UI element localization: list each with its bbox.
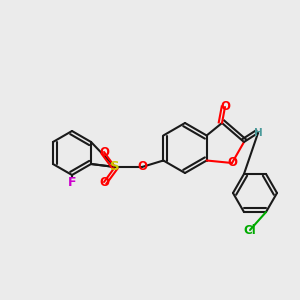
Text: Cl: Cl (244, 224, 256, 236)
Text: F: F (68, 176, 76, 190)
Text: O: O (220, 100, 230, 113)
Text: O: O (99, 146, 109, 158)
Text: O: O (137, 160, 147, 173)
Text: S: S (110, 160, 120, 173)
Text: H: H (254, 128, 262, 138)
Text: O: O (227, 157, 237, 169)
Text: O: O (99, 176, 109, 188)
